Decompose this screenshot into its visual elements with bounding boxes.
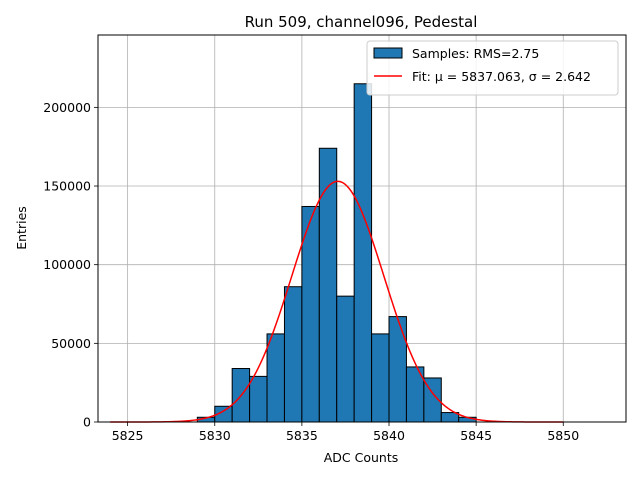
histogram-bar [249, 375, 268, 423]
x-tick-label: 5840 [373, 428, 405, 443]
histogram-bar [353, 83, 373, 423]
y-tick-label: 150000 [43, 179, 91, 194]
y-tick-label: 100000 [43, 257, 91, 272]
gaussian-fit-curve [110, 180, 564, 423]
fit-curve-group [110, 180, 564, 423]
x-tick-label: 5845 [460, 428, 492, 443]
y-tick-label: 50000 [51, 336, 91, 351]
y-axis-ticks: 0 50000 100000 150000 200000 [43, 100, 98, 430]
histogram-bar [440, 412, 460, 423]
y-axis-label: Entries [14, 206, 29, 250]
x-tick-label: 5830 [199, 428, 231, 443]
legend: Samples: RMS=2.75 Fit: μ = 5837.063, σ =… [366, 40, 619, 96]
histogram-bar [283, 286, 303, 423]
histogram-bar [336, 295, 355, 423]
x-tick-label: 5825 [112, 428, 144, 443]
histogram-bars [196, 83, 477, 423]
x-axis-label: ADC Counts [324, 450, 399, 465]
x-tick-label: 5850 [547, 428, 579, 443]
legend-box [366, 40, 619, 96]
x-tick-label: 5835 [286, 428, 318, 443]
y-tick-label: 200000 [43, 100, 91, 115]
histogram-bar [266, 333, 285, 423]
plot-frame [97, 34, 627, 423]
legend-bars-label: Samples: RMS=2.75 [412, 46, 539, 61]
legend-bars-swatch [373, 47, 403, 59]
histogram-bar [388, 316, 407, 423]
chart-title: Run 509, channel096, Pedestal [245, 13, 478, 31]
x-axis-ticks: 5825 5830 5835 5840 5845 5850 [112, 422, 579, 443]
histogram-bar [371, 333, 390, 423]
legend-fit-label: Fit: μ = 5837.063, σ = 2.642 [412, 69, 591, 84]
y-tick-label: 0 [83, 415, 91, 430]
histogram-bar [318, 147, 338, 423]
